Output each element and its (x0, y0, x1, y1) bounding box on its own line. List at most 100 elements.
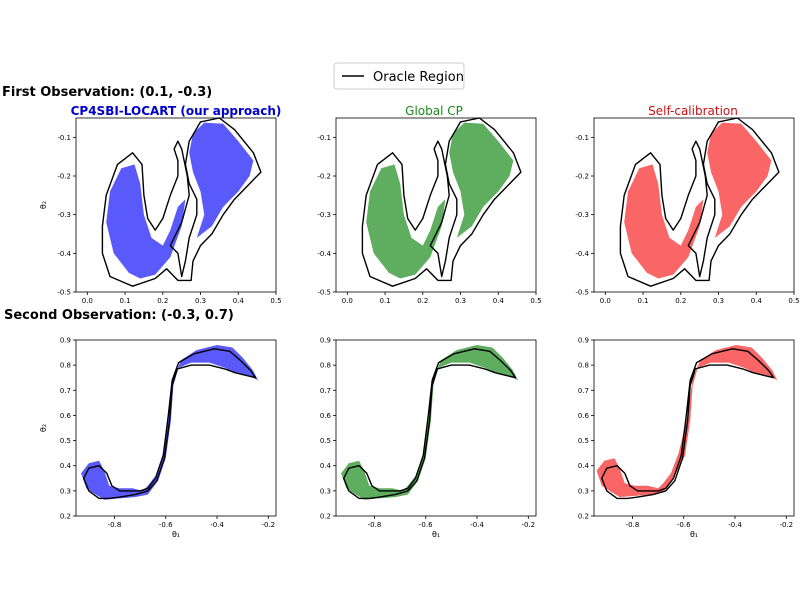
y-axis-label: θ₂ (39, 201, 48, 209)
column-title-global-cp: Global CP (405, 104, 463, 118)
x-axis-label: θ₁ (690, 530, 698, 539)
x-tick-label: 0.0 (600, 297, 611, 305)
y-tick-label: -0.2 (57, 173, 71, 181)
axes-frame (593, 339, 795, 517)
legend: Oracle Region (333, 62, 465, 90)
panel-r0-c0: 0.0 0.1 0.2 0.3 0.4 0.5 -0.1 -0.2 -0.3 -0.4 -0.5 θ₂ (39, 117, 282, 305)
y-tick-label: 0.2 (60, 513, 71, 521)
y-tick-label: 0.7 (578, 387, 589, 395)
y-tick-label: 0.5 (578, 437, 589, 445)
y-tick-label: -0.4 (57, 250, 71, 258)
y-tick-label: -0.2 (575, 173, 589, 181)
y-tick-label: 0.2 (320, 513, 331, 521)
y-tick-label: 0.9 (60, 337, 71, 345)
y-axis-label: θ₂ (39, 424, 48, 432)
y-tick-label: 0.6 (578, 412, 590, 420)
oracle-region-outline (619, 117, 780, 287)
x-tick-label: 0.5 (270, 297, 281, 305)
x-tick-label: 0.4 (493, 297, 505, 305)
oracle-region-outline (83, 348, 257, 500)
legend-label: Oracle Region (373, 70, 464, 85)
y-tick-label: -0.1 (57, 134, 71, 142)
y-tick-label: -0.4 (575, 250, 589, 258)
row-title-first: First Observation: (0.1, -0.3) (2, 85, 212, 100)
prediction-region-2 (189, 122, 254, 238)
column-title-self-calibration: Self-calibration (648, 104, 738, 118)
oracle-region-outline (601, 348, 775, 500)
x-tick-label: -0.2 (521, 521, 535, 529)
axes-frame (75, 339, 277, 517)
y-tick-label: 0.2 (578, 513, 589, 521)
y-tick-label: 0.4 (320, 462, 332, 470)
y-tick-label: 0.8 (578, 362, 589, 370)
y-tick-label: 0.6 (320, 412, 332, 420)
x-tick-label: -0.6 (677, 521, 691, 529)
x-tick-label: 0.1 (379, 297, 390, 305)
axes-frame (335, 117, 537, 293)
legend-frame (333, 62, 465, 90)
x-tick-label: 0.2 (675, 297, 686, 305)
x-tick-label: -0.4 (728, 521, 742, 529)
y-tick-label: 0.5 (320, 437, 331, 445)
x-tick-label: 0.3 (455, 297, 466, 305)
y-tick-label: -0.4 (317, 250, 331, 258)
x-tick-label: -0.6 (159, 521, 173, 529)
x-tick-label: -0.4 (470, 521, 484, 529)
oracle-region-outline (361, 117, 522, 287)
x-tick-label: 0.2 (157, 297, 168, 305)
x-tick-label: 0.5 (530, 297, 541, 305)
x-tick-label: 0.0 (342, 297, 353, 305)
y-tick-label: -0.1 (317, 134, 331, 142)
y-tick-label: 0.7 (60, 387, 71, 395)
x-tick-label: -0.8 (108, 521, 122, 529)
y-tick-label: 0.8 (60, 362, 71, 370)
y-tick-label: 0.5 (60, 437, 71, 445)
x-tick-label: -0.2 (779, 521, 793, 529)
prediction-region-2 (449, 122, 514, 238)
y-tick-label: -0.5 (575, 289, 589, 297)
y-tick-label: -0.3 (575, 211, 589, 219)
x-tick-label: 0.5 (788, 297, 799, 305)
x-tick-label: -0.2 (261, 521, 275, 529)
y-tick-label: 0.4 (60, 462, 72, 470)
y-tick-label: -0.3 (57, 211, 71, 219)
y-tick-label: 0.9 (578, 337, 589, 345)
y-tick-label: -0.2 (317, 173, 331, 181)
x-tick-label: 0.3 (713, 297, 724, 305)
panel-r1-c1: -0.8 -0.6 -0.4 -0.2 0.2 0.3 0.4 0.5 0.6 0.7 0.8 0.9… (320, 337, 537, 539)
panel-r0-c2: 0.0 0.1 0.2 0.3 0.4 0.5 -0.1 -0.2 -0.3 -0.4 -0.5 (575, 117, 800, 305)
x-tick-label: -0.8 (368, 521, 382, 529)
y-tick-label: -0.1 (575, 134, 589, 142)
panel-r1-c2: -0.8 -0.6 -0.4 -0.2 0.2 0.3 0.4 0.5 0.6 0.7 0.8 0.9… (578, 337, 795, 539)
y-tick-label: 0.3 (320, 487, 331, 495)
x-tick-label: -0.6 (419, 521, 433, 529)
prediction-region-1 (106, 164, 186, 279)
y-tick-label: -0.3 (317, 211, 331, 219)
x-tick-label: 0.2 (417, 297, 428, 305)
x-tick-label: 0.0 (82, 297, 93, 305)
oracle-region-outline (343, 348, 517, 500)
y-tick-label: 0.3 (578, 487, 589, 495)
axes-frame (335, 339, 537, 517)
panel-r1-c0: -0.8 -0.6 -0.4 -0.2 0.2 0.3 0.4 0.5 0.6 0.7 0.8 0.9… (39, 337, 277, 539)
row-title-second: Second Observation: (-0.3, 0.7) (4, 308, 234, 323)
y-tick-label: -0.5 (317, 289, 331, 297)
y-tick-label: 0.8 (320, 362, 331, 370)
x-axis-label: θ₁ (432, 530, 440, 539)
y-tick-label: 0.7 (320, 387, 331, 395)
y-tick-label: -0.5 (57, 289, 71, 297)
axes-frame (593, 117, 795, 293)
prediction-region-2 (707, 122, 772, 238)
y-tick-label: 0.9 (320, 337, 331, 345)
x-tick-label: 0.3 (195, 297, 206, 305)
x-tick-label: -0.4 (210, 521, 224, 529)
x-tick-label: 0.1 (637, 297, 648, 305)
y-tick-label: 0.3 (60, 487, 71, 495)
prediction-region-1 (366, 164, 446, 279)
prediction-region-1 (624, 164, 704, 279)
x-tick-label: 0.1 (119, 297, 130, 305)
x-tick-label: 0.4 (233, 297, 245, 305)
axes-frame (75, 117, 277, 293)
y-tick-label: 0.4 (578, 462, 590, 470)
